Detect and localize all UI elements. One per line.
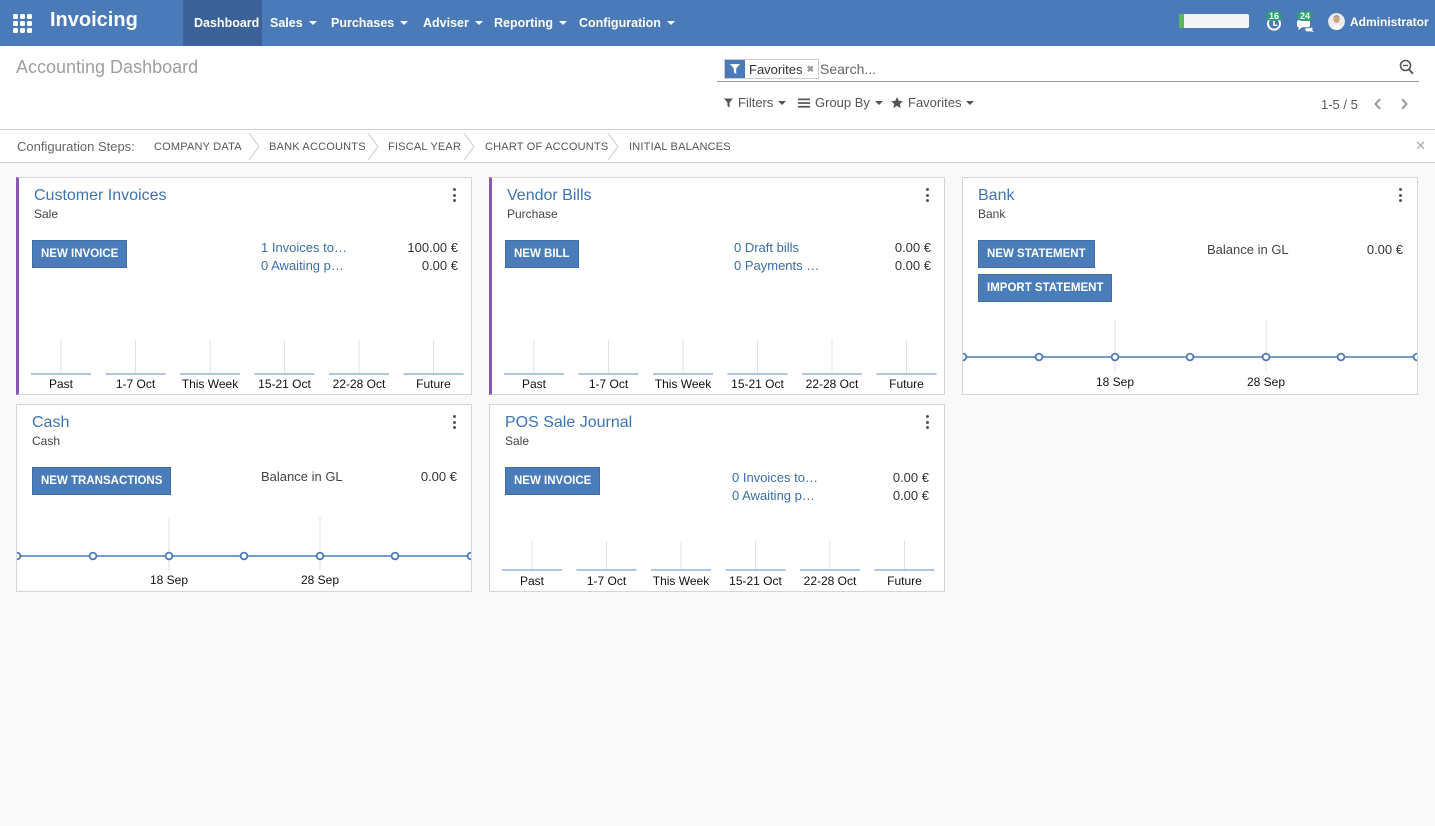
svg-text:Past: Past xyxy=(522,377,547,391)
svg-text:28 Sep: 28 Sep xyxy=(1247,375,1285,389)
svg-text:1-7 Oct: 1-7 Oct xyxy=(589,377,629,391)
svg-text:15-21 Oct: 15-21 Oct xyxy=(258,377,311,391)
svg-text:22-28 Oct: 22-28 Oct xyxy=(333,377,386,391)
svg-text:Past: Past xyxy=(49,377,74,391)
svg-text:This Week: This Week xyxy=(653,574,710,588)
svg-text:18 Sep: 18 Sep xyxy=(150,573,188,587)
svg-text:Future: Future xyxy=(889,377,924,391)
svg-text:18 Sep: 18 Sep xyxy=(1096,375,1134,389)
svg-text:Past: Past xyxy=(520,574,545,588)
svg-text:1-7 Oct: 1-7 Oct xyxy=(116,377,156,391)
svg-text:15-21 Oct: 15-21 Oct xyxy=(731,377,784,391)
svg-text:Future: Future xyxy=(416,377,451,391)
svg-text:Future: Future xyxy=(887,574,922,588)
svg-text:15-21 Oct: 15-21 Oct xyxy=(729,574,782,588)
svg-text:22-28 Oct: 22-28 Oct xyxy=(806,377,859,391)
svg-text:This Week: This Week xyxy=(182,377,239,391)
svg-text:28 Sep: 28 Sep xyxy=(301,573,339,587)
svg-text:This Week: This Week xyxy=(655,377,712,391)
svg-text:1-7 Oct: 1-7 Oct xyxy=(587,574,627,588)
svg-text:22-28 Oct: 22-28 Oct xyxy=(804,574,857,588)
